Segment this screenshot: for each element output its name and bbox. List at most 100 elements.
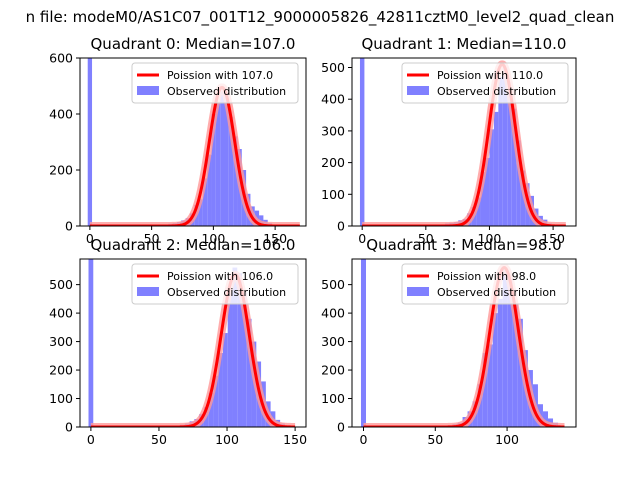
histogram-bar: [507, 92, 512, 226]
x-tick-label: 100: [215, 432, 239, 447]
legend-bar-swatch: [407, 287, 429, 296]
y-tick-label: 100: [321, 391, 345, 406]
legend-bar-swatch: [137, 287, 159, 296]
legend-label-observed: Observed distribution: [167, 286, 286, 299]
histogram-bar: [224, 94, 229, 226]
y-tick-label: 100: [321, 187, 345, 202]
histogram-bar: [211, 114, 216, 226]
histogram-bar: [207, 154, 212, 226]
y-tick-label: 500: [49, 277, 73, 292]
y-tick-label: 200: [49, 163, 73, 178]
histogram-bar: [512, 304, 518, 427]
histogram-bar: [208, 392, 214, 427]
y-tick-label: 0: [337, 219, 345, 234]
poisson-fit-line: [90, 273, 296, 427]
y-tick-label: 400: [49, 306, 73, 321]
legend-box: [401, 62, 569, 104]
x-tick-label: 50: [427, 432, 443, 447]
x-tick-label: 150: [283, 432, 307, 447]
histogram-bar: [220, 91, 225, 226]
legend-label-observed: Observed distribution: [437, 286, 556, 299]
histogram-bar: [489, 129, 494, 226]
histogram-bar: [218, 352, 223, 427]
histogram-bar: [517, 318, 523, 427]
panel-title: Quadrant 0: Median=107.0: [91, 35, 296, 53]
y-tick-label: 0: [65, 420, 73, 435]
histogram-bar: [480, 172, 485, 226]
histogram-bar: [492, 313, 498, 427]
x-tick-label: 50: [151, 432, 167, 447]
legend: Poission with 110.0 Observed distribution: [401, 62, 569, 104]
x-tick-label: 150: [541, 231, 565, 246]
y-tick-label: 300: [321, 123, 345, 138]
histogram-bar: [542, 411, 548, 427]
histogram-bar: [497, 298, 503, 427]
legend-label-fit: Poission with 106.0: [167, 270, 273, 283]
legend-label-fit: Poission with 98.0: [437, 270, 536, 283]
x-tick-label: 100: [495, 432, 519, 447]
panel-title: Quadrant 2: Median=106.0: [91, 236, 296, 254]
histogram-bar: [198, 199, 203, 226]
legend-label-observed: Observed distribution: [437, 85, 556, 98]
histogram-bar: [232, 267, 238, 427]
histogram-bar: [222, 333, 228, 427]
x-tick-label: 0: [358, 231, 366, 246]
y-tick-label: 100: [49, 391, 73, 406]
y-tick-label: 0: [337, 420, 345, 435]
legend-bar-swatch: [137, 86, 159, 95]
histogram-bar: [477, 384, 483, 427]
histogram-bar: [202, 178, 208, 226]
histogram-bar: [360, 259, 366, 427]
histogram-bar: [482, 352, 488, 427]
y-tick-label: 200: [49, 363, 73, 378]
legend-label-fit: Poission with 107.0: [167, 69, 273, 82]
poisson-fit-line: [361, 62, 567, 226]
histogram-bar: [227, 293, 233, 427]
histogram-bar: [213, 375, 219, 427]
histogram-bar: [246, 318, 252, 427]
chart-panel-3: 0 50 100 0 100 200 300 400 500 Quadrant 3: Median…: [321, 236, 577, 447]
y-tick-label: 300: [321, 334, 345, 349]
histogram-bar: [502, 267, 508, 427]
fit-curve-halo: [86, 83, 304, 226]
histogram-bar: [237, 273, 243, 427]
histogram-bar: [88, 259, 94, 427]
figure-title: n file: modeM0/AS1C07_001T12_9000005826_…: [26, 8, 615, 27]
histogram-bar: [233, 136, 238, 226]
poisson-fit-line: [89, 85, 301, 226]
histogram-bar: [242, 293, 247, 427]
axes-frame: [351, 258, 577, 428]
axes-frame: [79, 258, 307, 428]
histogram-bar: [215, 101, 221, 226]
x-tick-label: 150: [263, 231, 287, 246]
histogram-bar: [359, 58, 365, 226]
chart-panel-2: 0 50 100 150 0 100 200 300 400 500 Quadrant 2: Med…: [49, 236, 307, 447]
histogram-bar: [520, 170, 526, 226]
histogram-bar: [516, 140, 521, 226]
y-tick-label: 400: [321, 306, 345, 321]
x-tick-label: 0: [87, 432, 95, 447]
x-tick-label: 50: [418, 231, 434, 246]
y-tick-label: 200: [321, 155, 345, 170]
axes-frame: [79, 57, 307, 227]
histogram-bar: [502, 67, 508, 226]
legend-label-fit: Poission with 110.0: [437, 69, 543, 82]
histogram-bar: [493, 111, 499, 226]
y-tick-label: 300: [49, 334, 73, 349]
legend-label-observed: Observed distribution: [167, 85, 286, 98]
plot-area: [360, 259, 568, 427]
histogram-bar: [476, 197, 481, 226]
chart-panel-0: 0 50 100 150 0 200 400 600 Quadrant 0: Median=10…: [49, 35, 307, 246]
x-tick-label: 0: [86, 231, 94, 246]
histogram-bar: [498, 77, 503, 226]
panel-title: Quadrant 3: Median=98.0: [366, 236, 561, 254]
axes-frame: [351, 57, 577, 227]
y-tick-label: 400: [321, 92, 345, 107]
histogram-bar: [485, 157, 490, 226]
plot-area: [86, 58, 304, 226]
y-tick-label: 500: [321, 277, 345, 292]
x-tick-label: 0: [360, 432, 368, 447]
y-tick-label: 400: [49, 107, 73, 122]
x-tick-label: 50: [144, 231, 160, 246]
